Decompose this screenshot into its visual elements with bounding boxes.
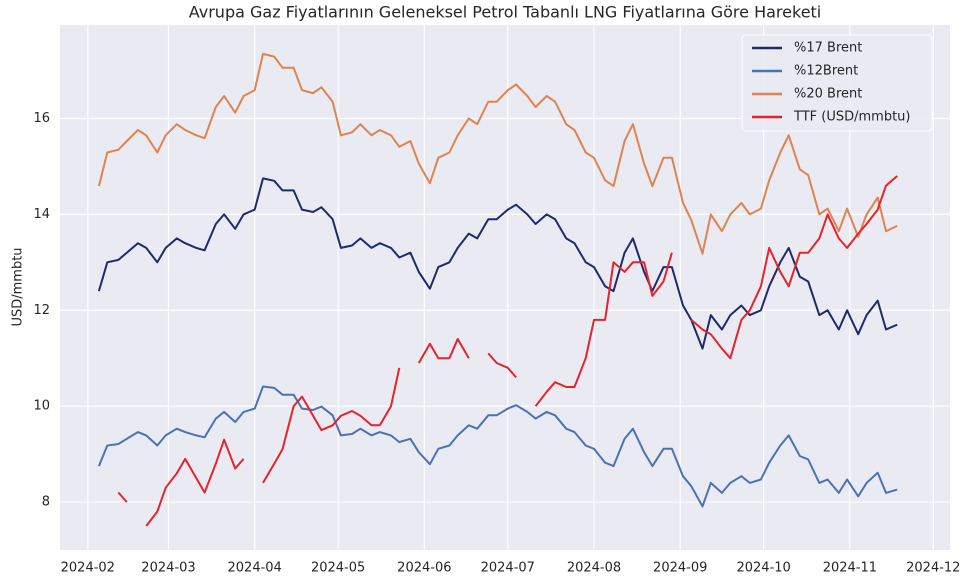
series-line: [97, 177, 898, 350]
x-tick-label: 2024-10: [736, 561, 790, 576]
y-tick-label: 8: [42, 495, 50, 510]
legend-label: %17 Brent: [794, 41, 862, 56]
legend-label: %12Brent: [794, 64, 858, 79]
y-tick-label: 16: [33, 111, 50, 126]
x-tick-label: 2024-09: [653, 561, 707, 576]
legend-label: %20 Brent: [794, 87, 862, 102]
series-line: [97, 385, 898, 508]
legend-label: TTF (USD/mmbtu): [793, 110, 910, 125]
x-tick-label: 2024-04: [228, 561, 282, 576]
x-tick-label: 2024-07: [481, 561, 535, 576]
x-tick-label: 2024-02: [61, 561, 115, 576]
y-axis-label: USD/mmbtu: [11, 247, 26, 326]
x-tick-label: 2024-05: [311, 561, 365, 576]
chart-title: Avrupa Gaz Fiyatlarının Geleneksel Petro…: [189, 3, 822, 22]
series-line: [97, 52, 898, 255]
legend: %17 Brent %12Brent %20 Brent TTF (USD/mmbtu…: [741, 34, 933, 132]
x-tick-label: 2024-06: [397, 561, 451, 576]
x-tick-label: 2024-11: [823, 561, 877, 576]
x-tick-label: 2024-08: [567, 561, 621, 576]
x-tick-label: 2024-03: [141, 561, 195, 576]
series-line: [117, 175, 898, 527]
y-tick-label: 14: [33, 207, 50, 222]
legend-box: [741, 34, 933, 132]
y-tick-label: 10: [33, 399, 50, 414]
y-tick-label: 12: [33, 303, 50, 318]
x-tick-label: 2024-12: [906, 561, 960, 576]
